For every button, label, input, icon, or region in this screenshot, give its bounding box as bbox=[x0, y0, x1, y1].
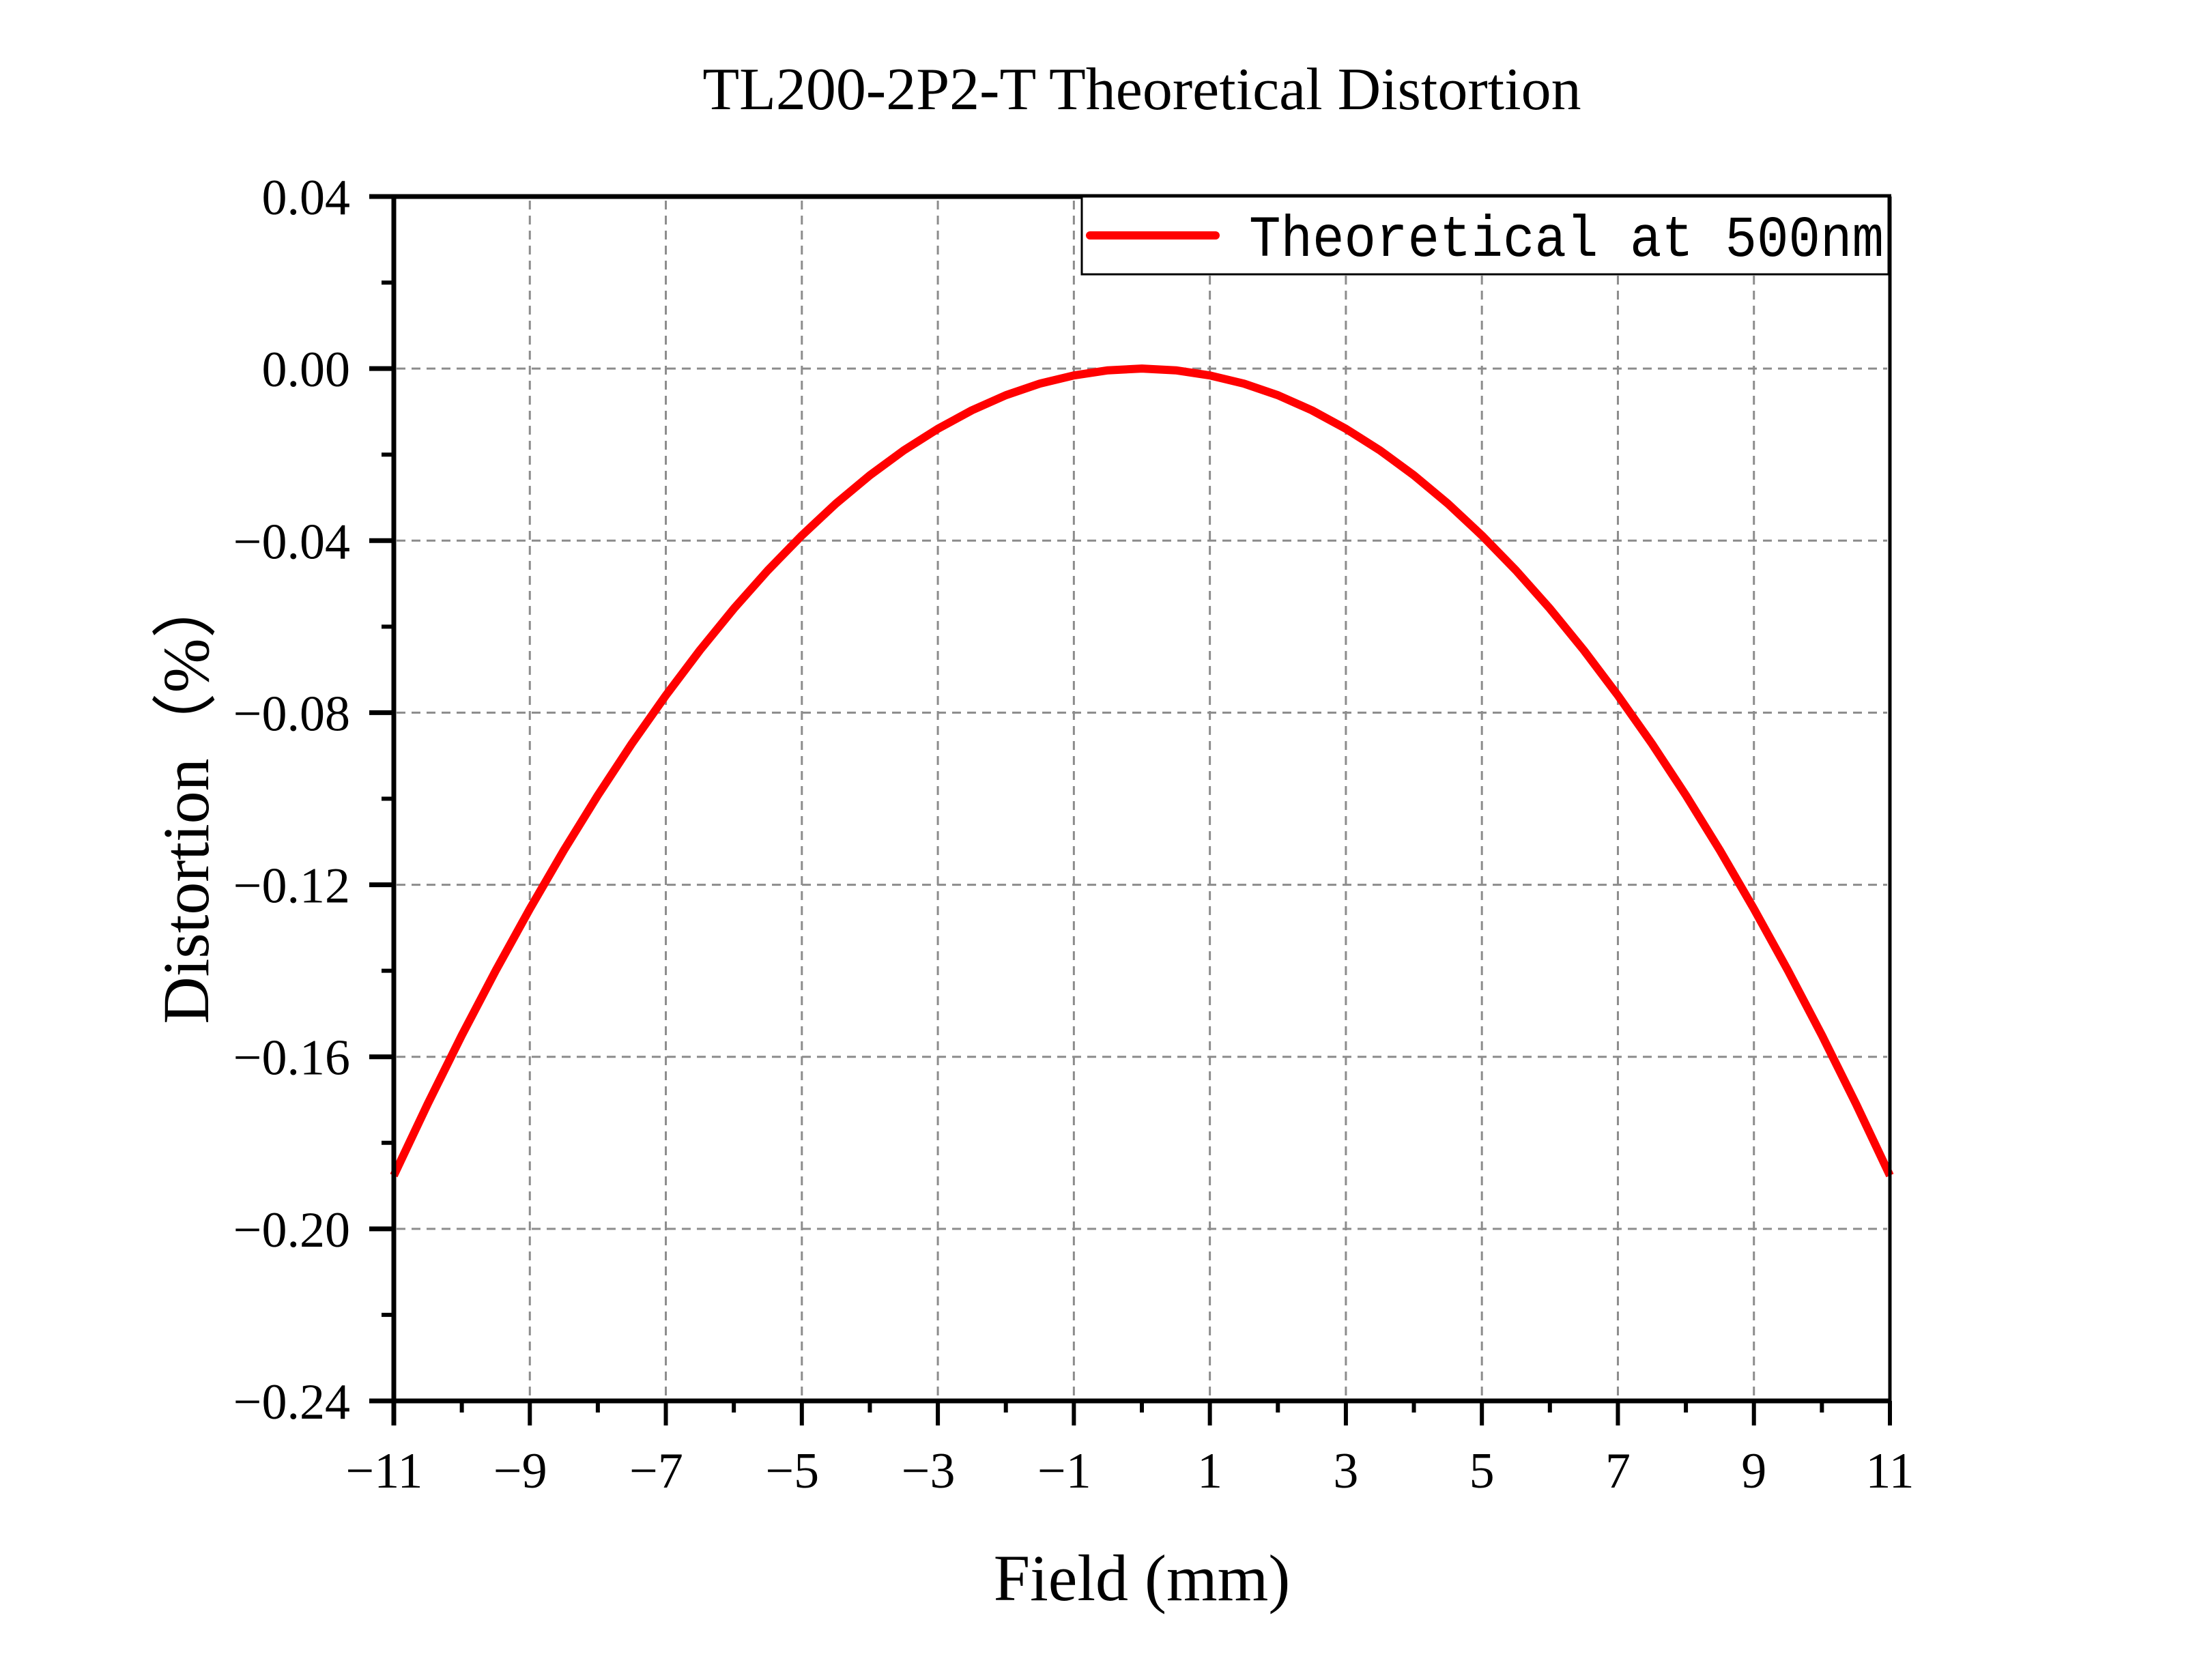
x-tick-label: −11 bbox=[346, 1443, 423, 1499]
series-layer bbox=[390, 364, 1894, 1178]
x-axis-title: Field (mm) bbox=[994, 1541, 1291, 1614]
x-tick-label: −7 bbox=[629, 1443, 683, 1499]
y-tick-label: −0.04 bbox=[233, 514, 350, 570]
legend: Theoretical at 500nm bbox=[1080, 195, 1890, 276]
legend-label: Theoretical at 500nm bbox=[1249, 207, 1884, 274]
series-line-0 bbox=[390, 364, 1894, 1178]
y-tick-label: −0.20 bbox=[233, 1202, 350, 1258]
x-tick-label: −1 bbox=[1037, 1443, 1091, 1499]
y-tick-label: −0.08 bbox=[233, 686, 350, 742]
grid-layer bbox=[397, 201, 1887, 1398]
axis-layer bbox=[369, 194, 1892, 1425]
x-tick-label: 7 bbox=[1605, 1443, 1631, 1499]
y-tick-label: −0.12 bbox=[233, 858, 350, 914]
x-tick-label: 1 bbox=[1197, 1443, 1222, 1499]
x-tick-label: −3 bbox=[902, 1443, 956, 1499]
y-tick-label: 0.04 bbox=[262, 170, 351, 226]
y-tick-label: −0.16 bbox=[233, 1030, 350, 1086]
y-tick-label: 0.00 bbox=[262, 342, 351, 398]
chart-title: TL200-2P2-T Theoretical Distortion bbox=[702, 57, 1581, 123]
x-tick-label: 5 bbox=[1469, 1443, 1495, 1499]
tick-label-layer: 0.04 0.00 −0.04 −0.08 −0.12 −0.16 −0.20 −0.24 −1… bbox=[233, 170, 1914, 1499]
x-tick-label: −5 bbox=[765, 1443, 819, 1499]
x-tick-label: 11 bbox=[1865, 1443, 1914, 1499]
x-tick-label: 3 bbox=[1333, 1443, 1358, 1499]
y-axis-title: Distortion（%） bbox=[149, 573, 223, 1024]
x-tick-label: 9 bbox=[1741, 1443, 1766, 1499]
x-tick-label: −9 bbox=[493, 1443, 547, 1499]
y-tick-label: −0.24 bbox=[233, 1374, 350, 1430]
